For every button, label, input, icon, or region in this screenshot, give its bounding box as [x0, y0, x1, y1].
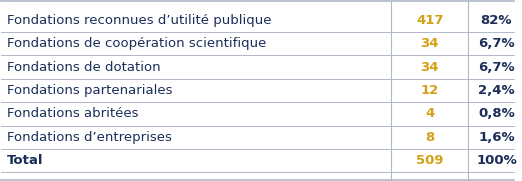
Text: 4: 4: [425, 107, 434, 120]
Text: 34: 34: [421, 37, 439, 50]
Text: Fondations de coopération scientifique: Fondations de coopération scientifique: [6, 37, 266, 50]
Text: Fondations de dotation: Fondations de dotation: [6, 61, 160, 74]
Text: Fondations d’entreprises: Fondations d’entreprises: [6, 131, 171, 144]
Text: 0,8%: 0,8%: [478, 107, 515, 120]
Text: 6,7%: 6,7%: [478, 37, 515, 50]
Text: 6,7%: 6,7%: [478, 61, 515, 74]
Text: 1,6%: 1,6%: [478, 131, 515, 144]
Text: 417: 417: [416, 14, 444, 27]
Text: 12: 12: [421, 84, 439, 97]
Text: 100%: 100%: [476, 154, 517, 167]
Text: 34: 34: [421, 61, 439, 74]
Text: 509: 509: [416, 154, 444, 167]
Text: 82%: 82%: [481, 14, 512, 27]
Text: Fondations partenariales: Fondations partenariales: [6, 84, 172, 97]
Text: 2,4%: 2,4%: [478, 84, 515, 97]
Text: Fondations reconnues d’utilité publique: Fondations reconnues d’utilité publique: [6, 14, 271, 27]
Text: Fondations abritées: Fondations abritées: [6, 107, 138, 120]
Text: Total: Total: [6, 154, 43, 167]
Text: 8: 8: [425, 131, 434, 144]
